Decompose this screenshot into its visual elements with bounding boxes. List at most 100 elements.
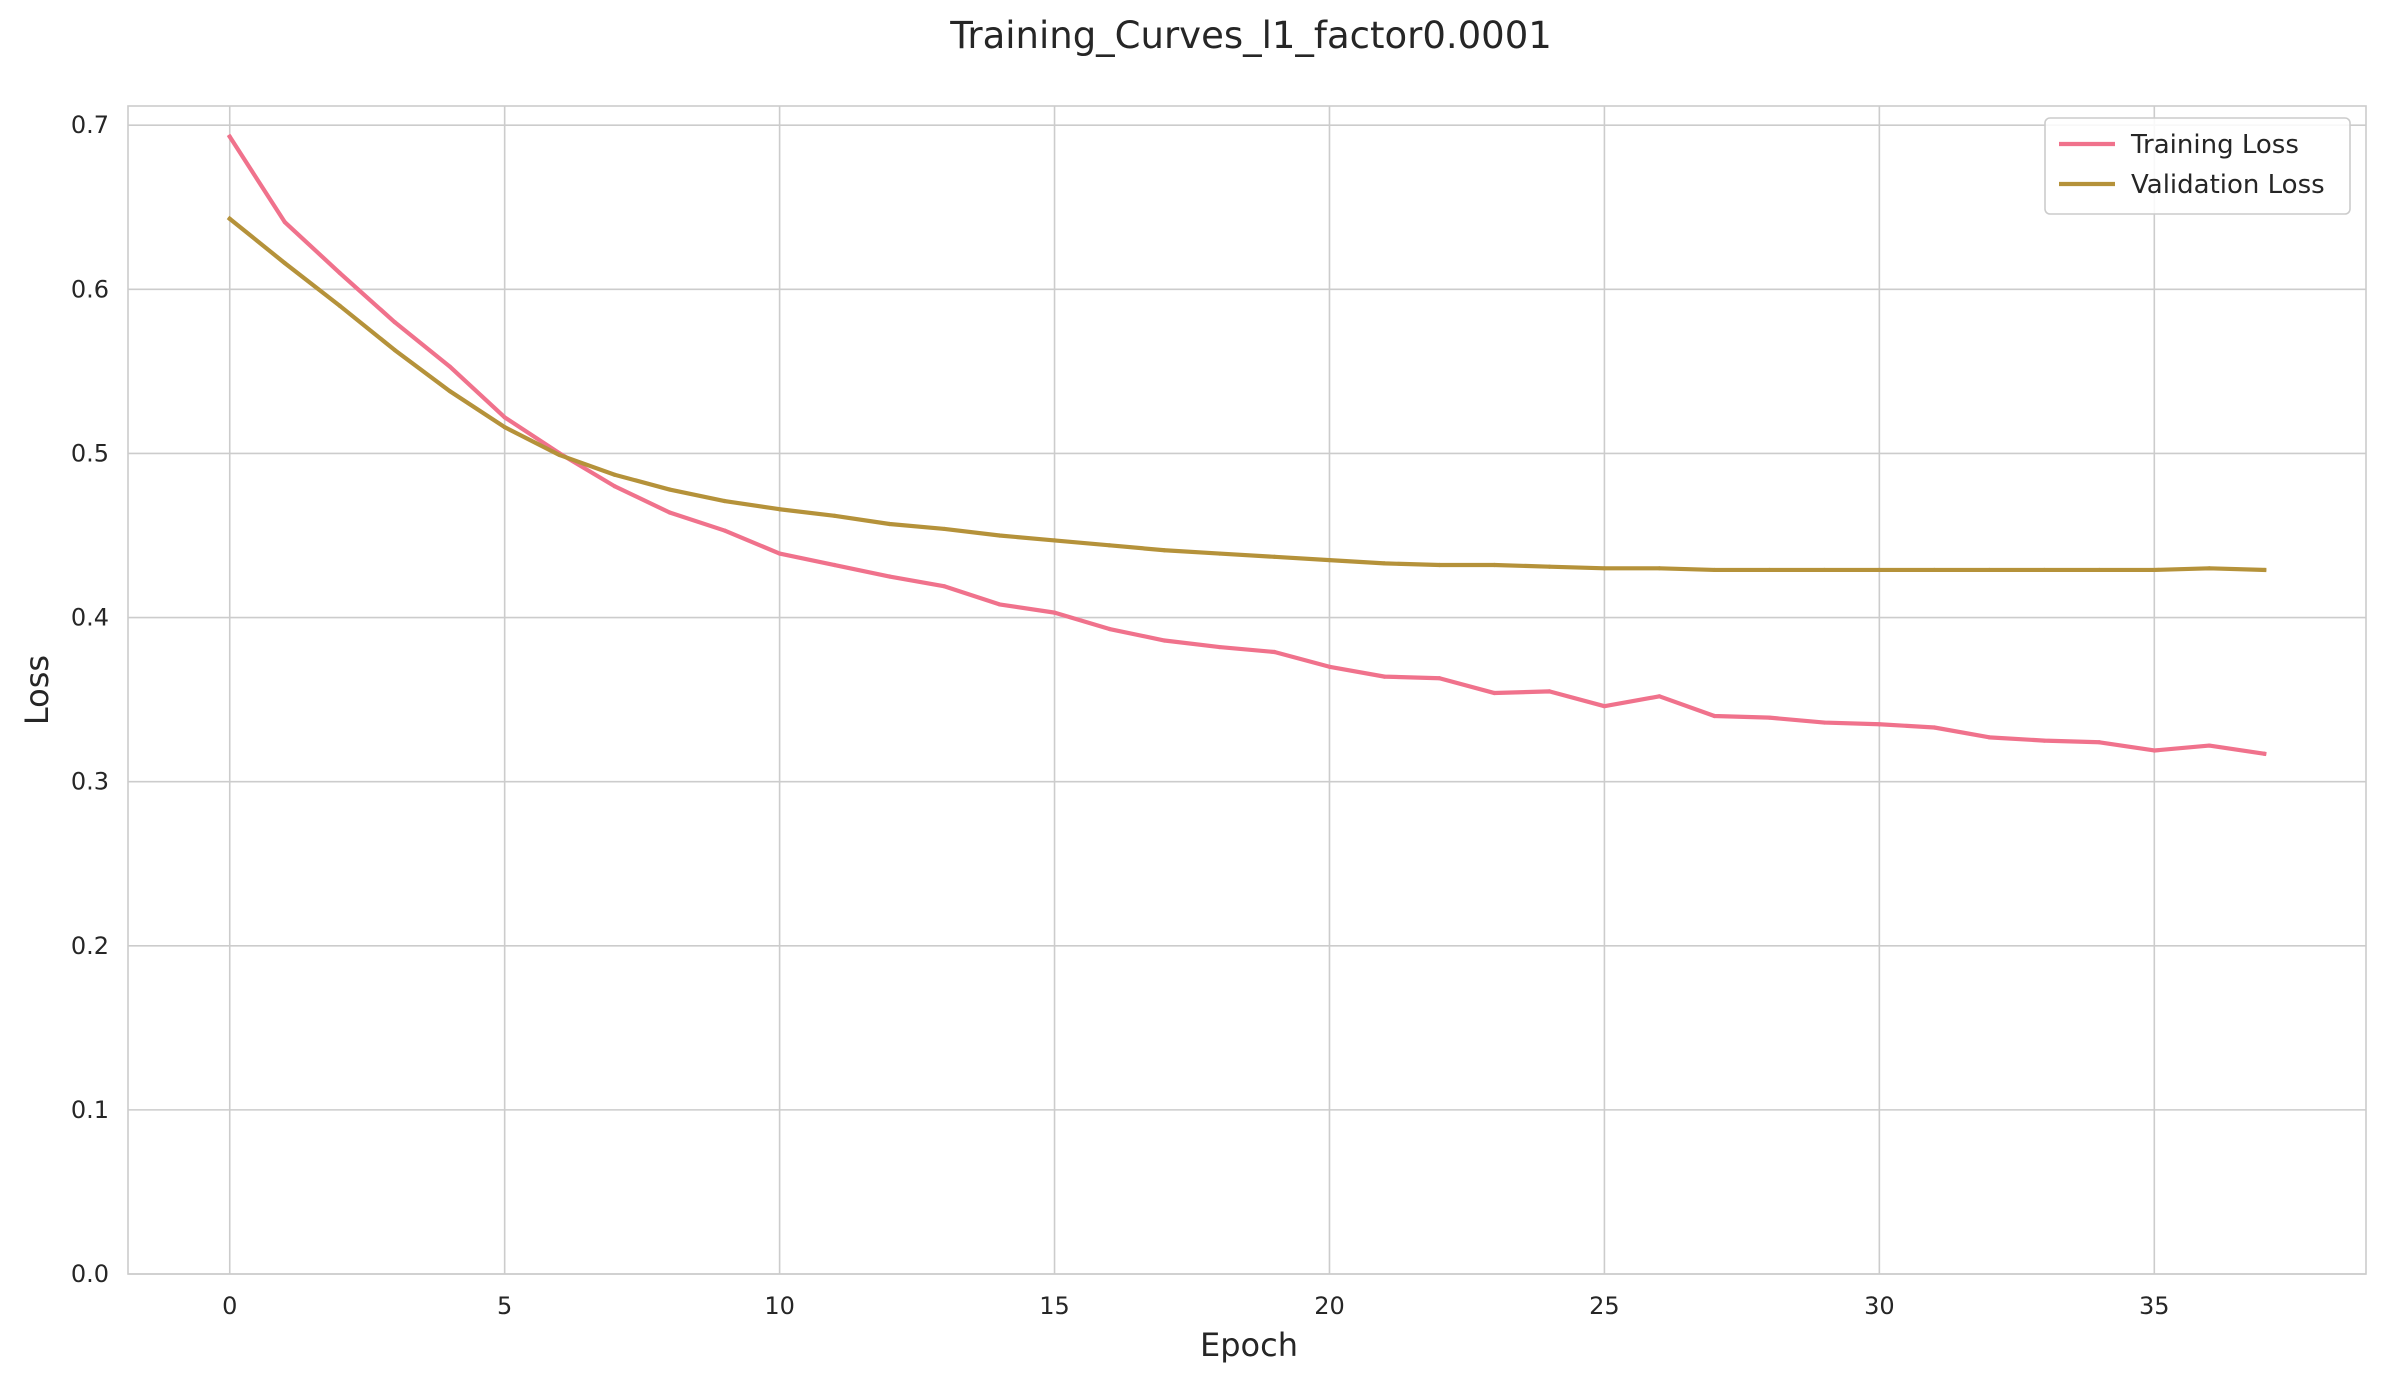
- data-point: [997, 533, 1002, 538]
- data-point: [2097, 567, 2102, 573]
- data-point: [2042, 567, 2047, 573]
- data-point: [1492, 562, 1497, 568]
- data-point: [1932, 567, 1937, 573]
- data-point: [447, 364, 452, 369]
- y-tick-labels: 0.0 0.1 0.2 0.3 0.4 0.5 0.6 0.7: [71, 111, 109, 1288]
- data-point: [1052, 610, 1057, 615]
- data-point: [1712, 567, 1717, 573]
- data-point: [2262, 567, 2267, 573]
- data-point: [282, 219, 287, 225]
- data-point: [667, 510, 672, 515]
- data-point: [1822, 567, 1827, 573]
- x-tick-label: 0: [222, 1292, 237, 1320]
- data-point: [392, 347, 397, 353]
- x-tick-label: 20: [1314, 1292, 1345, 1320]
- legend-item: Training Loss: [2059, 130, 2299, 160]
- data-point: [887, 574, 892, 579]
- x-tick-labels: 0 5 10 15 20 25 30 35: [222, 1292, 2169, 1320]
- data-point: [1217, 644, 1222, 650]
- y-tick-label: 0.2: [71, 932, 109, 960]
- data-point: [942, 584, 947, 589]
- data-point: [1547, 689, 1552, 694]
- y-tick-label: 0.1: [71, 1096, 109, 1124]
- data-point: [2042, 738, 2047, 743]
- legend: Training Loss Validation Loss: [2044, 117, 2351, 215]
- data-point: [1382, 674, 1387, 679]
- y-tick-label: 0.4: [71, 604, 109, 632]
- data-point: [667, 487, 672, 492]
- x-tick-label: 25: [1589, 1292, 1620, 1320]
- data-point: [1602, 566, 1607, 571]
- data-point: [1877, 722, 1882, 727]
- data-point: [557, 452, 562, 458]
- data-point: [1437, 562, 1442, 568]
- data-point: [1712, 713, 1717, 719]
- data-point: [1657, 694, 1662, 699]
- data-point: [722, 528, 727, 533]
- data-point: [1437, 676, 1442, 681]
- data-point: [1767, 567, 1772, 573]
- y-tick-label: 0.0: [71, 1260, 109, 1288]
- data-point: [1107, 626, 1112, 632]
- data-point: [2097, 740, 2102, 745]
- data-point: [1272, 649, 1277, 655]
- data-point: [1162, 638, 1167, 643]
- series-validation-loss: [226, 215, 2267, 573]
- data-point: [1987, 735, 1992, 740]
- data-point: [447, 388, 452, 394]
- data-point: [2207, 743, 2212, 748]
- data-point: [777, 551, 782, 556]
- data-point: [1492, 690, 1497, 696]
- data-point: [392, 320, 397, 325]
- data-point: [997, 602, 1002, 607]
- data-point: [1327, 664, 1332, 669]
- data-point: [612, 472, 617, 477]
- data-point: [1602, 704, 1607, 709]
- data-point: [2152, 748, 2157, 753]
- grid: [128, 106, 2366, 1275]
- data-point: [1382, 561, 1387, 566]
- x-tick-label: 35: [2139, 1292, 2170, 1320]
- series-training-loss: [226, 133, 2267, 757]
- data-point: [502, 415, 507, 420]
- data-point: [502, 425, 507, 430]
- data-point: [227, 216, 232, 221]
- legend-item: Validation Loss: [2059, 170, 2325, 200]
- y-axis-label: Loss: [18, 655, 56, 725]
- legend-box: [2044, 117, 2351, 215]
- plot-frame: [127, 105, 2367, 1275]
- x-tick-label: 15: [1039, 1292, 1070, 1320]
- data-point: [1657, 566, 1662, 571]
- x-tick-label: 5: [497, 1292, 512, 1320]
- x-axis-label: Epoch: [1200, 1326, 1298, 1364]
- data-point: [887, 521, 892, 527]
- data-point: [337, 270, 342, 276]
- data-point: [2152, 567, 2157, 573]
- data-point: [2262, 751, 2267, 756]
- data-point: [1987, 567, 1992, 573]
- data-point: [1932, 725, 1937, 730]
- y-tick-label: 0.6: [71, 275, 109, 303]
- legend-label: Validation Loss: [2131, 170, 2325, 200]
- data-point: [722, 498, 727, 504]
- data-point: [1272, 554, 1277, 559]
- data-point: [337, 303, 342, 308]
- data-point: [832, 513, 837, 518]
- series-lines: [226, 133, 2267, 757]
- data-point: [832, 562, 837, 568]
- y-tick-label: 0.7: [71, 111, 109, 139]
- data-point: [942, 526, 947, 532]
- data-point: [612, 484, 617, 489]
- data-point: [1217, 551, 1222, 556]
- series-line: [226, 215, 2267, 573]
- series-line: [226, 133, 2267, 757]
- data-point: [1107, 543, 1112, 548]
- data-point: [1052, 538, 1057, 543]
- data-point: [1877, 567, 1882, 573]
- data-point: [1547, 564, 1552, 569]
- x-tick-label: 10: [764, 1292, 795, 1320]
- data-point: [777, 507, 782, 512]
- data-point: [1327, 558, 1332, 563]
- y-tick-label: 0.5: [71, 439, 109, 467]
